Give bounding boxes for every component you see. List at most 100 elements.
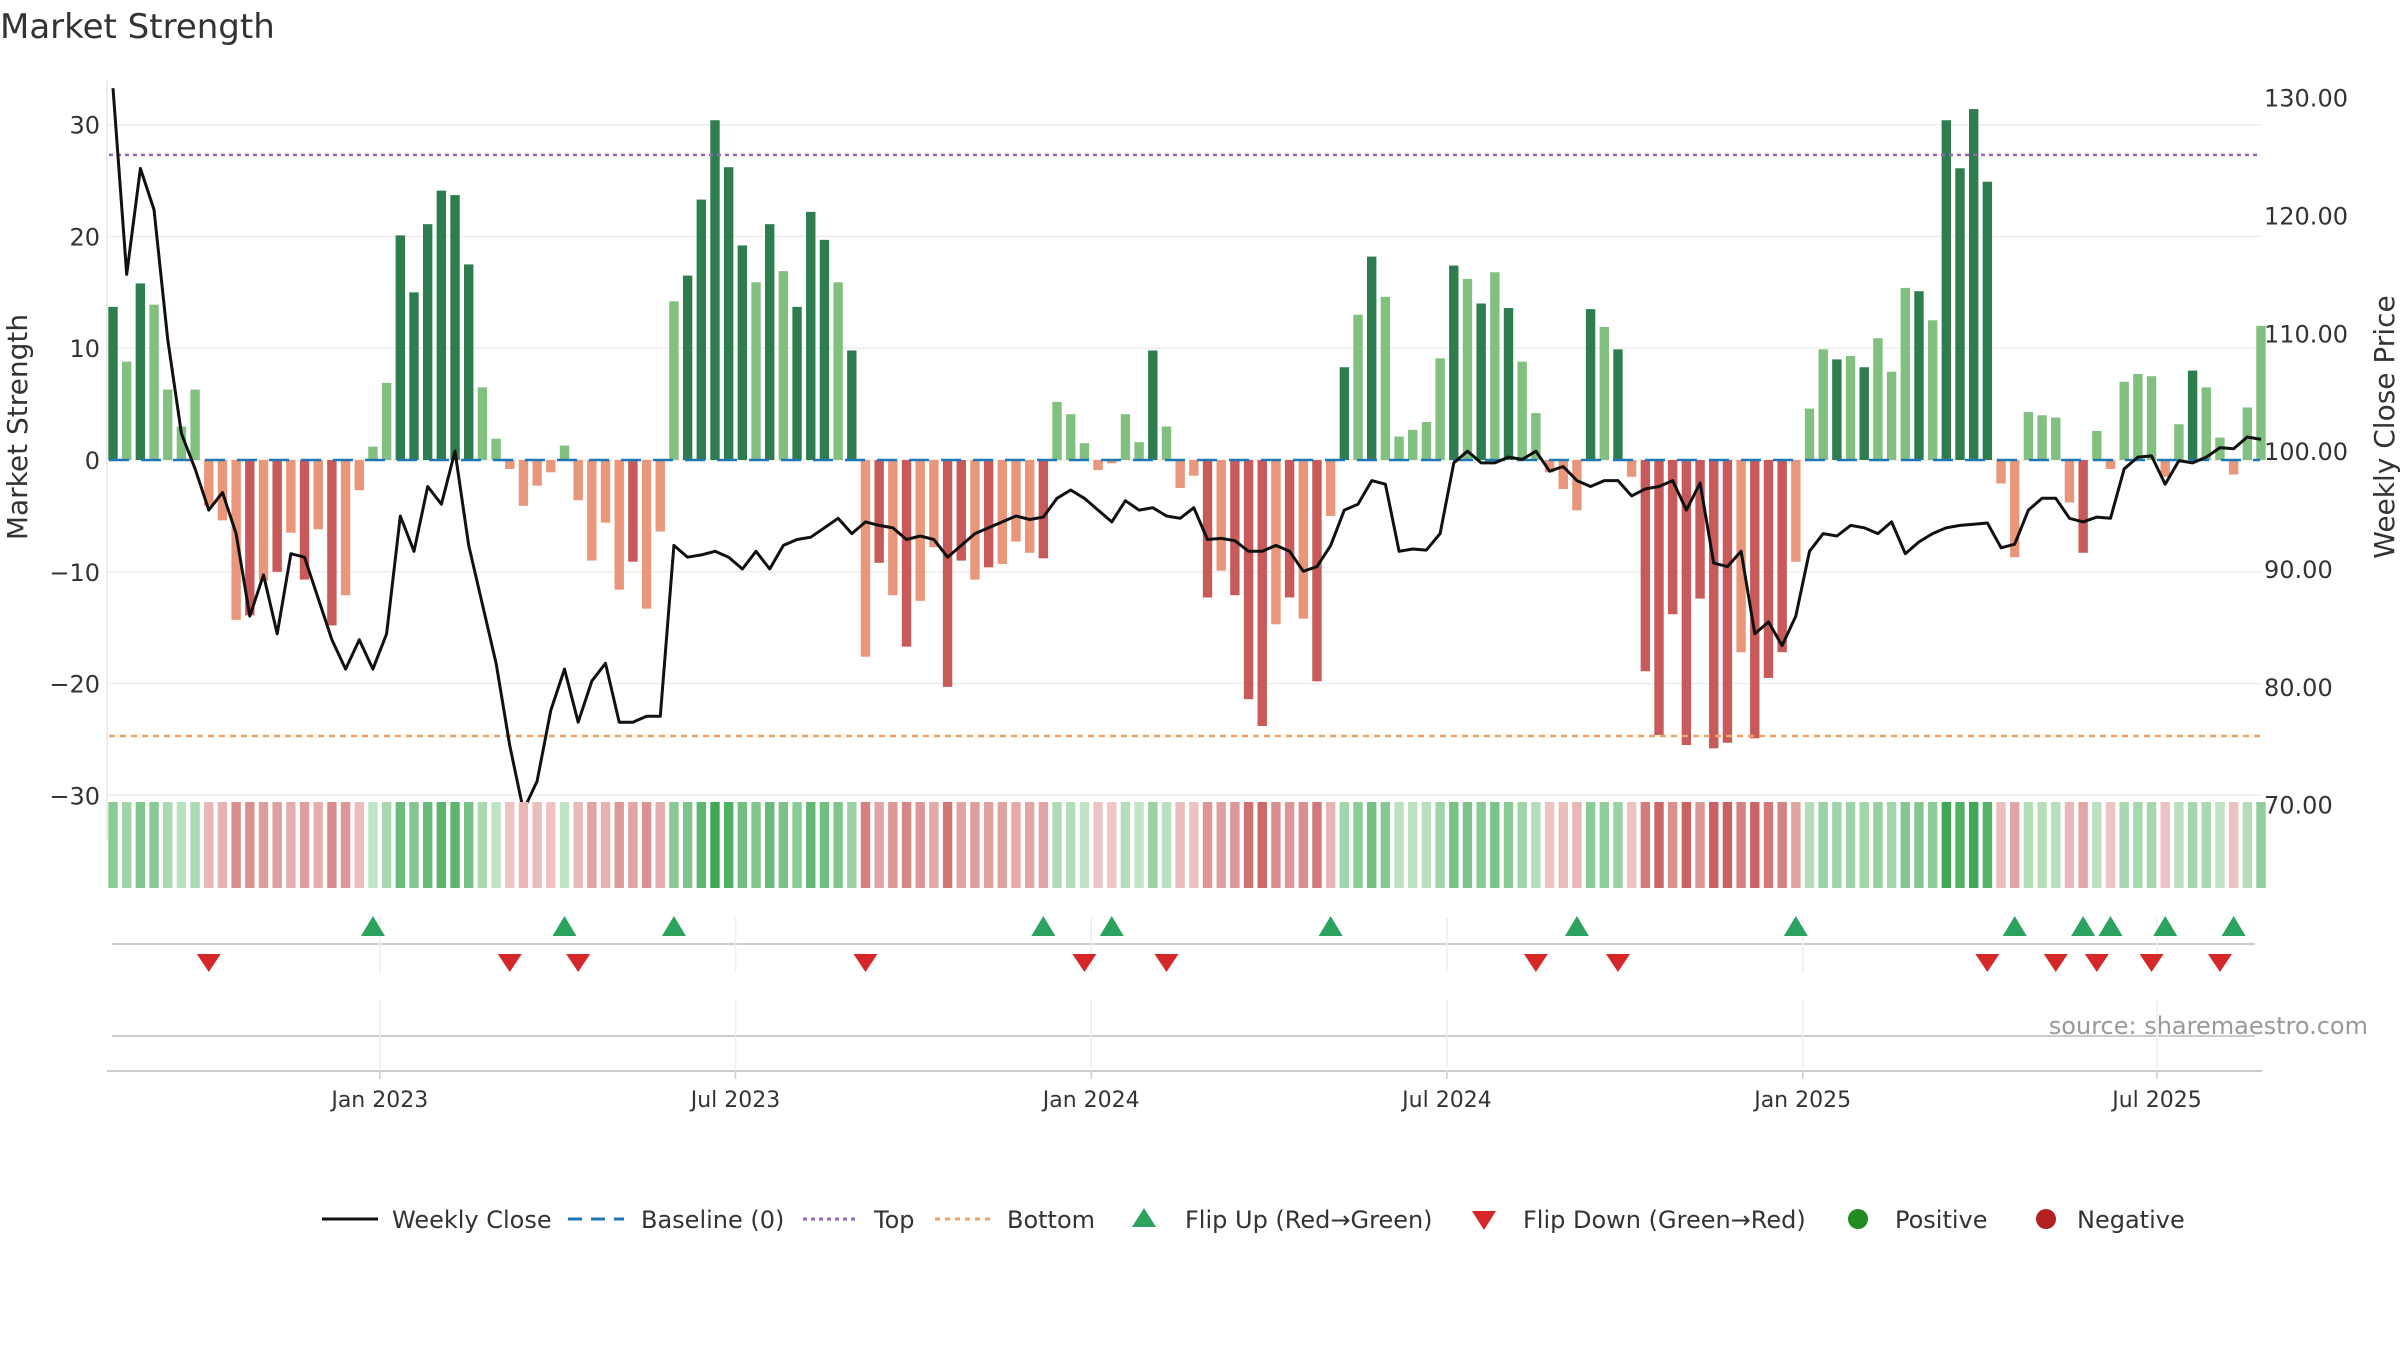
strength-bar-110 <box>1613 349 1623 460</box>
band-cell-145 <box>2092 802 2102 888</box>
band-cell-2 <box>135 802 146 888</box>
band-cell-54 <box>847 802 857 888</box>
strength-bar-67 <box>1024 460 1035 553</box>
y-right-tick-label-1: 120.00 <box>2264 203 2348 231</box>
band-cell-47 <box>751 802 761 888</box>
y-axis-right-ticks: 130.00 120.00 110.00 100.00 90.00 80.00 70.00 <box>2264 85 2348 820</box>
flip-up-marker-6 <box>1564 916 1589 936</box>
strength-bar-21 <box>395 235 406 460</box>
strength-bar-37 <box>614 460 624 590</box>
strength-bar-78 <box>1175 460 1185 488</box>
band-cell-107 <box>1572 802 1582 888</box>
band-cell-7 <box>204 802 214 888</box>
band-cell-150 <box>2160 802 2170 888</box>
band-cell-19 <box>368 802 378 888</box>
strength-bar-43 <box>696 199 707 460</box>
band-cell-5 <box>176 802 187 888</box>
strength-bar-95 <box>1408 429 1418 460</box>
band-cell-80 <box>1202 802 1213 888</box>
strength-bar-87 <box>1298 460 1308 619</box>
band-cell-29 <box>505 802 515 888</box>
band-cell-126 <box>1832 802 1842 888</box>
strength-bar-138 <box>1996 460 2006 484</box>
strength-bar-100 <box>1476 303 1486 460</box>
strength-bar-113 <box>1654 460 1664 735</box>
band-cell-141 <box>2037 802 2047 888</box>
band-cell-88 <box>1312 802 1322 888</box>
band-cell-52 <box>819 802 830 888</box>
strength-bar-135 <box>1955 168 1965 460</box>
strength-bar-136 <box>1968 109 1979 460</box>
y-right-tick-label-0: 130.00 <box>2264 85 2348 113</box>
legend-label-1: Baseline (0) <box>641 1206 784 1234</box>
y-right-tick-label-4: 90.00 <box>2264 556 2333 584</box>
flip-down-marker-9 <box>2043 954 2068 972</box>
band-cell-125 <box>1818 802 1828 888</box>
strength-bar-153 <box>2201 387 2211 460</box>
strength-bar-148 <box>2133 373 2143 460</box>
strength-bar-62 <box>956 460 966 561</box>
band-cell-152 <box>2187 802 2198 888</box>
flip-down-marker-2 <box>566 954 591 972</box>
band-cell-70 <box>1066 802 1076 888</box>
band-cell-24 <box>436 802 447 888</box>
strength-bar-61 <box>942 460 953 687</box>
flip-down-marker-12 <box>2207 954 2232 972</box>
band-cell-98 <box>1449 802 1459 888</box>
band-cell-153 <box>2201 802 2211 888</box>
band-cell-63 <box>970 802 980 888</box>
strength-bar-126 <box>1832 359 1842 460</box>
legend-label-7: Negative <box>2077 1206 2185 1234</box>
strength-bar-102 <box>1503 308 1514 460</box>
band-cell-85 <box>1271 802 1281 888</box>
band-cell-106 <box>1558 802 1568 888</box>
strength-bar-131 <box>1900 287 1910 460</box>
strength-bar-149 <box>2146 376 2157 460</box>
threshold-lines <box>109 153 2260 738</box>
flip-up-marker-5 <box>1318 916 1343 936</box>
legend-swatch-4 <box>1132 1208 1156 1227</box>
band-cell-147 <box>2119 802 2129 888</box>
band-cell-73 <box>1107 802 1117 888</box>
y-left-tick-label-1: 20 <box>69 223 100 251</box>
band-cell-143 <box>2064 802 2075 888</box>
strength-bar-6 <box>190 389 200 460</box>
legend-label-3: Bottom <box>1007 1206 1095 1234</box>
strength-bar-140 <box>2023 411 2034 460</box>
band-cell-67 <box>1024 802 1035 888</box>
band-cell-0 <box>108 802 118 888</box>
flip-up-marker-3 <box>1031 916 1056 936</box>
flip-down-marker-4 <box>1072 954 1097 972</box>
strength-bar-75 <box>1134 442 1144 460</box>
band-cell-122 <box>1777 802 1787 888</box>
strength-bar-101 <box>1490 272 1500 460</box>
band-cell-101 <box>1490 802 1500 888</box>
band-cell-135 <box>1955 802 1965 888</box>
band-cell-10 <box>245 802 255 888</box>
strength-bar-124 <box>1804 408 1815 460</box>
strength-bar-122 <box>1777 460 1787 653</box>
legend-label-0: Weekly Close <box>392 1206 552 1234</box>
strength-bar-80 <box>1202 460 1213 598</box>
band-cell-148 <box>2133 802 2143 888</box>
y-right-tick-label-2: 110.00 <box>2264 320 2348 348</box>
strength-bar-58 <box>901 460 912 647</box>
strength-bar-41 <box>669 301 679 460</box>
band-cell-103 <box>1517 802 1527 888</box>
band-cell-91 <box>1353 802 1363 888</box>
strength-bar-36 <box>600 460 611 523</box>
strength-bar-71 <box>1079 443 1090 460</box>
strength-bar-16 <box>327 460 337 626</box>
strength-bar-129 <box>1873 338 1883 460</box>
strength-bar-10 <box>245 460 255 616</box>
flip-markers <box>196 916 2246 972</box>
strength-bar-68 <box>1038 460 1049 559</box>
flip-down-marker-3 <box>853 954 878 972</box>
band-cell-90 <box>1339 802 1350 888</box>
flip-up-marker-2 <box>661 916 686 936</box>
band-cell-144 <box>2078 802 2088 888</box>
band-cell-20 <box>381 802 392 888</box>
band-cell-139 <box>2010 802 2020 888</box>
x-tick-label-2: Jan 2024 <box>1041 1088 1140 1113</box>
